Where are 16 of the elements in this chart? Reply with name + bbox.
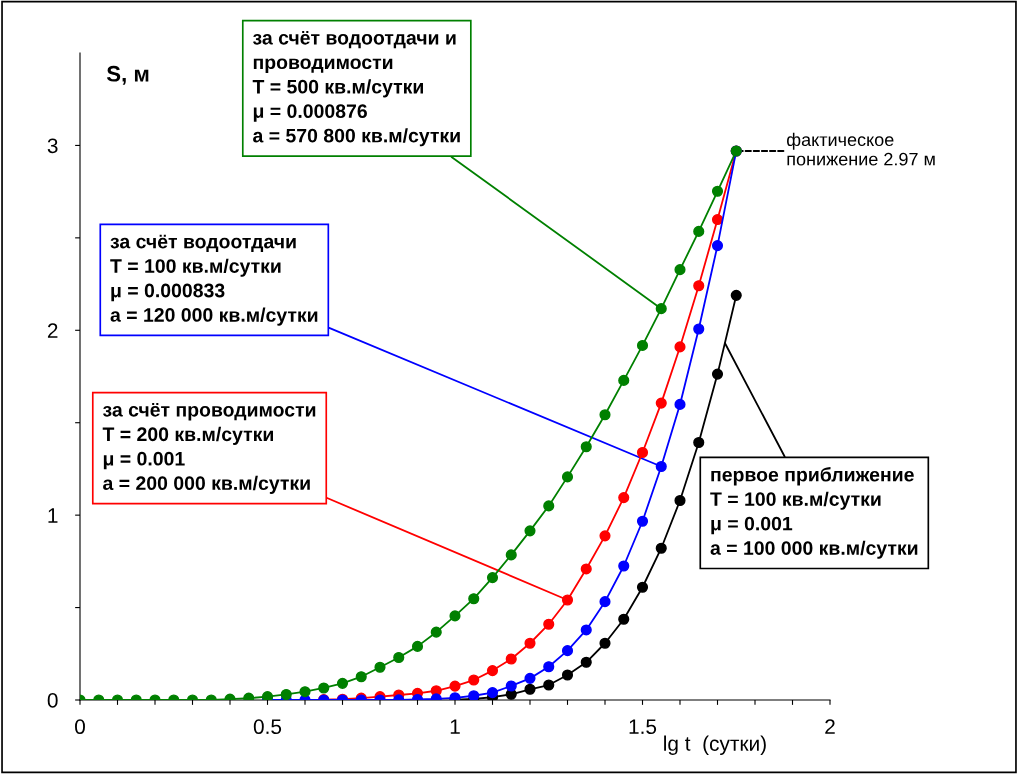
y-tick-label: 0 bbox=[47, 693, 58, 708]
x-tick-label: 1.5 bbox=[629, 719, 657, 735]
x-tick-label: 2 bbox=[825, 719, 835, 734]
annotation: первое приближение T = 100 кв.м/сутки μ = 0.001 a = 100 000 кв.м/сутки bbox=[710, 467, 918, 559]
y-tick-label: 2 bbox=[47, 323, 58, 338]
x-tick-label: 0.5 bbox=[253, 719, 282, 735]
annotation: за счёт водоотдачи T = 100 кв.м/сутки μ = 0.000833 a = 120 000 кв.м/сутки bbox=[110, 234, 318, 326]
annotation: за счёт проводимости T = 200 кв.м/сутки μ = 0.001 a = 200 000 кв.м/сутки bbox=[102, 403, 316, 494]
y-tick-label: 3 bbox=[47, 138, 58, 154]
y-axis-title: S, м bbox=[106, 65, 149, 85]
y-tick-label: 1 bbox=[48, 508, 58, 523]
annotation: фактическое понижение 2.97 м bbox=[787, 132, 935, 166]
x-tick-label: 1 bbox=[450, 719, 460, 734]
x-tick-label: 0 bbox=[75, 719, 85, 735]
annotation: за счёт водоотдачи и проводимости T = 500 кв.м/сутки μ = 0.000876 a = 570 800 кв.м/сутки bbox=[252, 30, 460, 147]
x-axis-title: lg t (сутки) bbox=[664, 735, 766, 755]
